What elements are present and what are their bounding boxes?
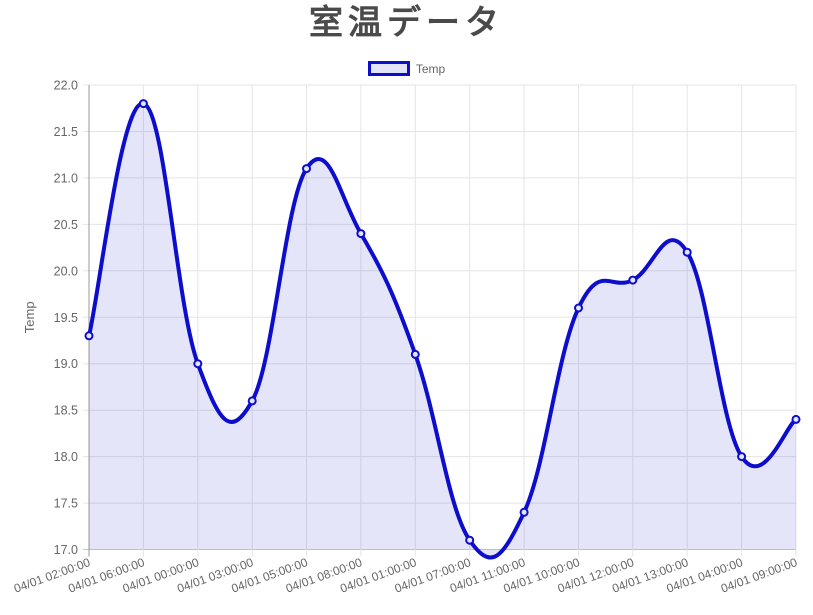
y-tick-label: 18.0 <box>54 450 78 464</box>
data-point[interactable] <box>356 229 366 239</box>
y-tick-label: 22.0 <box>54 79 78 93</box>
data-point[interactable] <box>574 303 583 313</box>
y-tick-label: 19.0 <box>54 357 78 371</box>
area-fill <box>89 103 796 558</box>
data-point[interactable] <box>628 275 638 285</box>
data-point[interactable] <box>138 99 148 109</box>
data-point[interactable] <box>519 507 529 517</box>
data-point[interactable] <box>247 396 257 406</box>
data-point[interactable] <box>193 359 203 369</box>
data-point[interactable] <box>791 414 801 424</box>
data-point[interactable] <box>410 349 420 359</box>
data-point[interactable] <box>737 452 747 462</box>
legend-label: Temp <box>415 61 446 76</box>
y-axis-title: Temp <box>22 301 37 333</box>
y-tick-label: 20.5 <box>54 218 78 232</box>
temp-line <box>87 101 798 560</box>
y-tick-label: 19.5 <box>54 311 78 325</box>
y-tick-label: 17.5 <box>54 497 78 511</box>
data-point[interactable] <box>465 535 475 545</box>
y-tick-label: 18.5 <box>54 404 78 418</box>
data-point[interactable] <box>302 164 311 174</box>
legend-swatch-icon <box>367 61 410 76</box>
legend: Temp <box>0 61 813 76</box>
y-tick-label: 17.0 <box>54 543 78 557</box>
data-point[interactable] <box>84 331 94 341</box>
y-tick-label: 21.0 <box>54 171 78 185</box>
chart-title: 室温データ <box>309 4 504 42</box>
legend-item-temp[interactable]: Temp <box>367 61 446 76</box>
y-tick-label: 21.5 <box>54 125 78 139</box>
y-tick-label: 20.0 <box>54 264 78 278</box>
data-point[interactable] <box>682 247 692 257</box>
